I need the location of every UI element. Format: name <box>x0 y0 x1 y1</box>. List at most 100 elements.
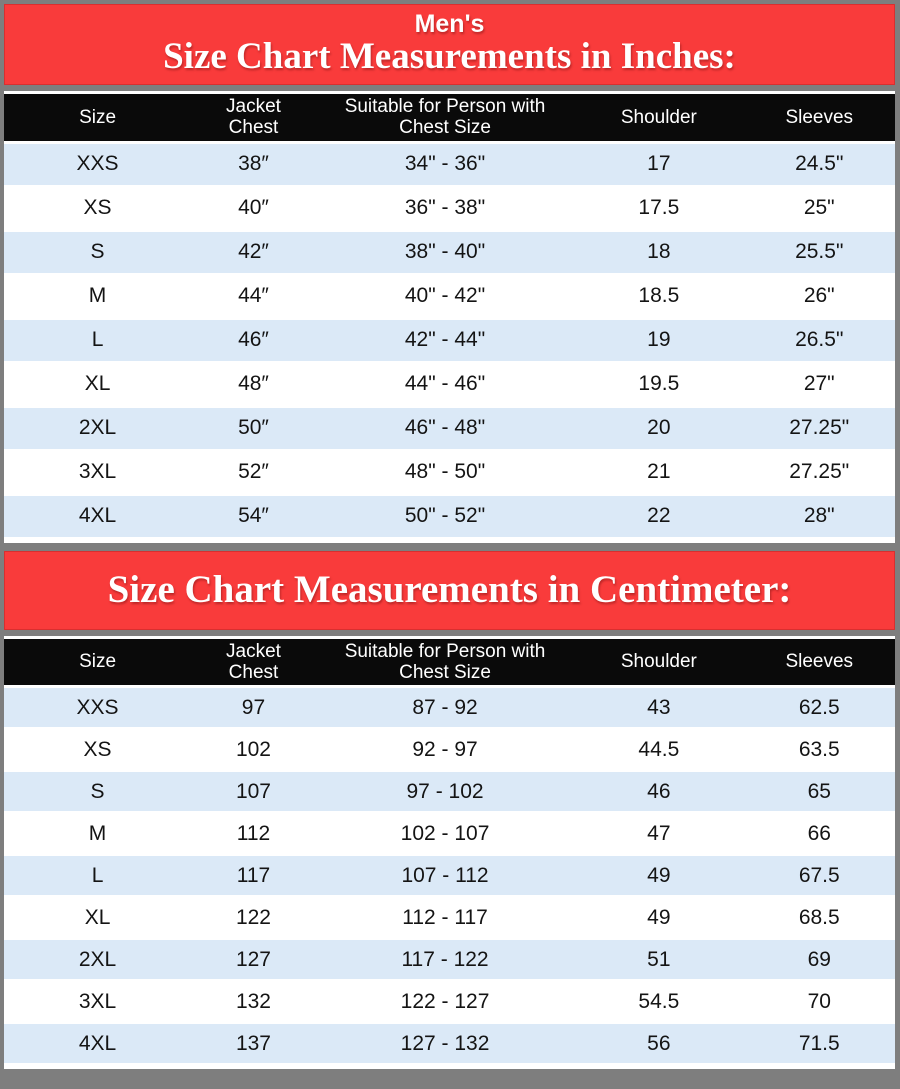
cell-s-jacket-chest: 42″ <box>191 231 316 273</box>
column-header-jacket-chest: Jacket Chest <box>191 94 316 141</box>
centimeter-banner: Size Chart Measurements in Centimeter: <box>4 550 895 630</box>
cell-4xl-suitable-for-person-with-chest-size: 127 - 132 <box>315 1024 575 1064</box>
cell-2xl-size: 2XL <box>4 407 192 449</box>
cell-2xl-suitable-for-person-with-chest-size: 117 - 122 <box>315 940 575 980</box>
cell-3xl-sleeves: 27.25" <box>743 451 895 493</box>
column-header-size: Size <box>4 94 192 141</box>
table-row-xl: XL 48″ 44" - 46" 19.5 27" <box>4 363 895 405</box>
cell-3xl-size: 3XL <box>4 982 192 1022</box>
column-header-shoulder: Shoulder <box>574 94 744 141</box>
cell-s-sleeves: 65 <box>743 772 895 812</box>
cell-xxs-size: XXS <box>4 143 192 185</box>
cell-xxs-shoulder: 17 <box>574 143 744 185</box>
cell-4xl-jacket-chest: 137 <box>191 1024 316 1064</box>
cell-2xl-shoulder: 20 <box>574 407 744 449</box>
cell-4xl-size: 4XL <box>4 1024 192 1064</box>
table-row-l: L 117 107 - 112 49 67.5 <box>4 856 895 896</box>
column-header-shoulder: Shoulder <box>574 638 744 686</box>
cell-2xl-size: 2XL <box>4 940 192 980</box>
table-row-2xl: 2XL 50″ 46" - 48" 20 27.25" <box>4 407 895 449</box>
cell-m-sleeves: 26" <box>743 275 895 317</box>
cell-m-suitable-for-person-with-chest-size: 40" - 42" <box>315 275 575 317</box>
cell-m-sleeves: 66 <box>743 814 895 854</box>
cell-l-shoulder: 19 <box>574 319 744 361</box>
cell-xl-shoulder: 19.5 <box>574 363 744 405</box>
cell-xl-size: XL <box>4 363 192 405</box>
cell-4xl-suitable-for-person-with-chest-size: 50" - 52" <box>315 495 575 537</box>
centimeter-size-table: Size Jacket Chest Suitable for Person with… <box>4 636 895 1067</box>
inches-size-table: Size Jacket Chest Suitable for Person with… <box>4 91 895 540</box>
cell-m-size: M <box>4 814 192 854</box>
cell-4xl-size: 4XL <box>4 495 192 537</box>
inches-banner: Men's Size Chart Measurements in Inches: <box>4 4 895 85</box>
cell-l-sleeves: 26.5" <box>743 319 895 361</box>
cell-2xl-sleeves: 69 <box>743 940 895 980</box>
inches-banner-title: Size Chart Measurements in Inches: <box>163 35 736 77</box>
cell-m-shoulder: 47 <box>574 814 744 854</box>
column-header-jacket-chest: Jacket Chest <box>191 638 316 686</box>
table-row-s: S 42″ 38" - 40" 18 25.5" <box>4 231 895 273</box>
cell-xl-sleeves: 27" <box>743 363 895 405</box>
cell-xl-jacket-chest: 122 <box>191 898 316 938</box>
cell-l-suitable-for-person-with-chest-size: 42" - 44" <box>315 319 575 361</box>
cell-2xl-shoulder: 51 <box>574 940 744 980</box>
cell-xl-suitable-for-person-with-chest-size: 44" - 46" <box>315 363 575 405</box>
cell-l-jacket-chest: 46″ <box>191 319 316 361</box>
cell-xl-jacket-chest: 48″ <box>191 363 316 405</box>
cell-xl-shoulder: 49 <box>574 898 744 938</box>
cell-xs-sleeves: 25" <box>743 187 895 229</box>
cell-m-shoulder: 18.5 <box>574 275 744 317</box>
cell-xxs-sleeves: 62.5 <box>743 688 895 728</box>
table-row-xs: XS 102 92 - 97 44.5 63.5 <box>4 730 895 770</box>
column-header-sleeves: Sleeves <box>743 94 895 141</box>
cell-s-jacket-chest: 107 <box>191 772 316 812</box>
cell-s-size: S <box>4 231 192 273</box>
centimeter-table-wrap: Size Jacket Chest Suitable for Person with… <box>4 635 895 1070</box>
cell-xl-size: XL <box>4 898 192 938</box>
cell-2xl-jacket-chest: 127 <box>191 940 316 980</box>
cell-xl-sleeves: 68.5 <box>743 898 895 938</box>
cell-m-jacket-chest: 44″ <box>191 275 316 317</box>
column-header-suitable-for-person-with-chest-size: Suitable for Person with Chest Size <box>315 638 575 686</box>
cell-m-size: M <box>4 275 192 317</box>
inches-table-wrap: Size Jacket Chest Suitable for Person with… <box>4 91 895 543</box>
cell-m-jacket-chest: 112 <box>191 814 316 854</box>
cell-l-sleeves: 67.5 <box>743 856 895 896</box>
cell-3xl-jacket-chest: 132 <box>191 982 316 1022</box>
cell-4xl-sleeves: 71.5 <box>743 1024 895 1064</box>
table-row-4xl: 4XL 137 127 - 132 56 71.5 <box>4 1024 895 1064</box>
cell-xs-shoulder: 17.5 <box>574 187 744 229</box>
cell-l-size: L <box>4 856 192 896</box>
cell-xxs-jacket-chest: 97 <box>191 688 316 728</box>
cell-l-jacket-chest: 117 <box>191 856 316 896</box>
cell-xs-suitable-for-person-with-chest-size: 92 - 97 <box>315 730 575 770</box>
cell-3xl-shoulder: 21 <box>574 451 744 493</box>
table-row-xxs: XXS 38″ 34" - 36" 17 24.5" <box>4 143 895 185</box>
cell-2xl-sleeves: 27.25" <box>743 407 895 449</box>
table-row-m: M 112 102 - 107 47 66 <box>4 814 895 854</box>
cell-m-suitable-for-person-with-chest-size: 102 - 107 <box>315 814 575 854</box>
cell-l-size: L <box>4 319 192 361</box>
cell-l-suitable-for-person-with-chest-size: 107 - 112 <box>315 856 575 896</box>
cell-xs-size: XS <box>4 187 192 229</box>
column-header-sleeves: Sleeves <box>743 638 895 686</box>
table-row-xs: XS 40″ 36" - 38" 17.5 25" <box>4 187 895 229</box>
cell-4xl-sleeves: 28" <box>743 495 895 537</box>
table-row-xxs: XXS 97 87 - 92 43 62.5 <box>4 688 895 728</box>
cell-s-sleeves: 25.5" <box>743 231 895 273</box>
cell-3xl-size: 3XL <box>4 451 192 493</box>
cell-3xl-shoulder: 54.5 <box>574 982 744 1022</box>
cell-xs-suitable-for-person-with-chest-size: 36" - 38" <box>315 187 575 229</box>
cell-3xl-suitable-for-person-with-chest-size: 48" - 50" <box>315 451 575 493</box>
cell-4xl-jacket-chest: 54″ <box>191 495 316 537</box>
cell-xxs-suitable-for-person-with-chest-size: 34" - 36" <box>315 143 575 185</box>
inches-section: Men's Size Chart Measurements in Inches:… <box>4 4 895 543</box>
cell-s-suitable-for-person-with-chest-size: 38" - 40" <box>315 231 575 273</box>
table-row-xl: XL 122 112 - 117 49 68.5 <box>4 898 895 938</box>
table-row-3xl: 3XL 132 122 - 127 54.5 70 <box>4 982 895 1022</box>
cell-xs-shoulder: 44.5 <box>574 730 744 770</box>
cell-xxs-size: XXS <box>4 688 192 728</box>
cell-xs-jacket-chest: 40″ <box>191 187 316 229</box>
table-row-2xl: 2XL 127 117 - 122 51 69 <box>4 940 895 980</box>
cell-3xl-sleeves: 70 <box>743 982 895 1022</box>
